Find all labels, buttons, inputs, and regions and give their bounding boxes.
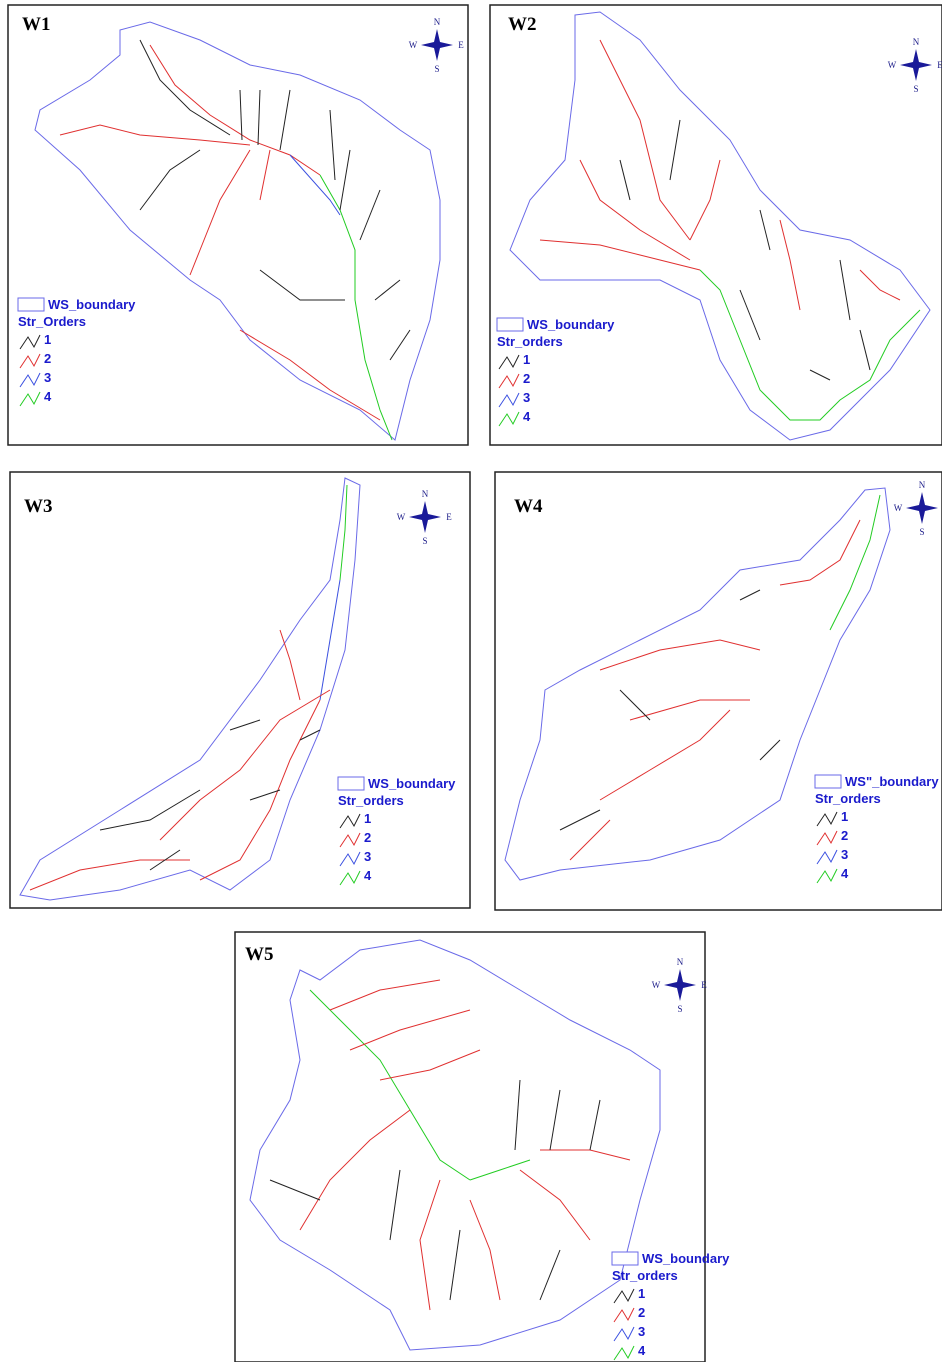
panel: W2 N S W E WS_boundary Str_orders 1 2 3 4 <box>490 5 942 445</box>
legend-boundary-swatch <box>497 318 523 331</box>
legend-boundary: WS"_boundary <box>845 774 939 789</box>
legend-order: 3 <box>364 849 371 864</box>
legend-order: 2 <box>364 830 371 845</box>
legend-order: 1 <box>638 1286 645 1301</box>
legend-order: 4 <box>523 409 531 424</box>
panel-label: W4 <box>514 496 543 517</box>
panel-label: W3 <box>24 496 53 517</box>
legend-order: 1 <box>364 811 371 826</box>
legend-boundary: WS_boundary <box>527 317 615 332</box>
panel-frame <box>490 5 942 445</box>
compass-w: W <box>888 60 897 70</box>
legend-order: 3 <box>44 370 51 385</box>
panel-frame <box>235 932 705 1362</box>
legend-order: 2 <box>523 371 530 386</box>
legend-order: 2 <box>841 828 848 843</box>
panel-frame <box>8 5 468 445</box>
legend-boundary: WS_boundary <box>48 297 136 312</box>
panel-label: W1 <box>22 14 51 35</box>
legend-title: Str_orders <box>815 791 881 806</box>
compass-s: S <box>919 527 924 537</box>
legend-boundary: WS_boundary <box>642 1251 730 1266</box>
compass-s: S <box>677 1004 682 1014</box>
legend-boundary-swatch <box>815 775 841 788</box>
panel-frame <box>10 472 470 908</box>
legend-order: 4 <box>638 1343 646 1358</box>
compass-e: E <box>446 512 452 522</box>
compass-n: N <box>677 957 684 967</box>
legend-order: 4 <box>841 866 849 881</box>
legend-order: 3 <box>638 1324 645 1339</box>
legend-order: 1 <box>44 332 51 347</box>
compass-s: S <box>434 64 439 74</box>
legend-order: 1 <box>841 809 848 824</box>
panel: W3 N S W E WS_boundary Str_orders 1 2 3 4 <box>10 472 470 908</box>
compass-e: E <box>937 60 942 70</box>
legend-order: 1 <box>523 352 530 367</box>
legend-order: 3 <box>523 390 530 405</box>
legend-boundary-swatch <box>612 1252 638 1265</box>
compass-e: E <box>458 40 464 50</box>
legend-title: Str_orders <box>612 1268 678 1283</box>
compass-w: W <box>652 980 661 990</box>
legend-order: 3 <box>841 847 848 862</box>
legend-title: Str_Orders <box>18 314 86 329</box>
panel-label: W2 <box>508 14 537 35</box>
legend-order: 2 <box>44 351 51 366</box>
legend-boundary: WS_boundary <box>368 776 456 791</box>
compass-w: W <box>397 512 406 522</box>
compass-w: W <box>409 40 418 50</box>
legend-title: Str_orders <box>497 334 563 349</box>
figure: W1NSWEWS_boundaryStr_Orders1234W2NSWEWS_… <box>0 0 942 1362</box>
legend-boundary-swatch <box>338 777 364 790</box>
compass-n: N <box>913 37 920 47</box>
compass-n: N <box>919 480 926 490</box>
panel-frame <box>495 472 942 910</box>
legend-order: 2 <box>638 1305 645 1320</box>
panel: W5 N S W E WS_boundary Str_orders 1 2 3 4 <box>235 932 730 1362</box>
legend-boundary-swatch <box>18 298 44 311</box>
compass-n: N <box>422 489 429 499</box>
legend-order: 4 <box>44 389 52 404</box>
compass-e: E <box>701 980 707 990</box>
legend-order: 4 <box>364 868 372 883</box>
compass-s: S <box>913 84 918 94</box>
compass-n: N <box>434 17 441 27</box>
panel-label: W5 <box>245 944 274 965</box>
compass-s: S <box>422 536 427 546</box>
compass-w: W <box>894 503 903 513</box>
panel: W1 N S W E WS_boundary Str_Orders 1 2 3 4 <box>8 5 468 445</box>
legend-title: Str_orders <box>338 793 404 808</box>
